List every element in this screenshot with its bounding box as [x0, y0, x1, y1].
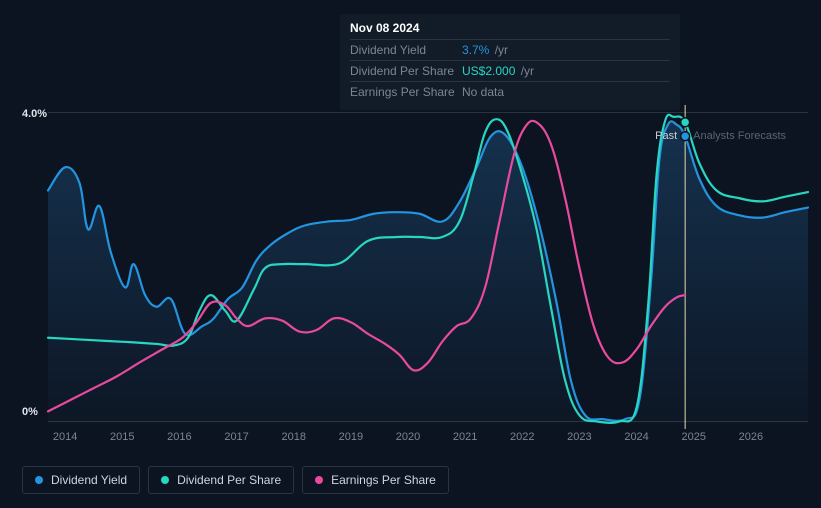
legend-dot-icon: [315, 476, 323, 484]
legend-item-label: Dividend Per Share: [177, 473, 281, 487]
era-forecast-label: Analysts Forecasts: [693, 130, 786, 142]
y-axis-min: 0%: [22, 406, 38, 418]
tooltip-row: Dividend Per ShareUS$2.000 /yr: [350, 60, 670, 81]
tooltip-row-label: Dividend Yield: [350, 43, 462, 57]
tooltip-row-label: Dividend Per Share: [350, 64, 462, 78]
tooltip-row-value: US$2.000 /yr: [462, 64, 534, 78]
x-tick: 2021: [453, 431, 477, 443]
x-tick: 2019: [339, 431, 363, 443]
legend-dot-icon: [35, 476, 43, 484]
x-tick: 2015: [110, 431, 134, 443]
x-tick: 2014: [53, 431, 77, 443]
chart-legend: Dividend Yield Dividend Per Share Earnings…: [22, 466, 449, 494]
x-tick: 2017: [224, 431, 248, 443]
x-tick: 2023: [567, 431, 591, 443]
x-tick: 2020: [396, 431, 420, 443]
chart-tooltip: Nov 08 2024 Dividend Yield3.7% /yrDivide…: [340, 14, 680, 110]
tooltip-date: Nov 08 2024: [350, 21, 670, 39]
x-tick: 2025: [681, 431, 705, 443]
x-axis: 2014 2015 2016 2017 2018 2019 2020 2021 2022 2023…: [48, 431, 808, 447]
tooltip-row-value: 3.7% /yr: [462, 43, 508, 57]
legend-item-dividend_yield[interactable]: Dividend Yield: [22, 466, 140, 494]
cursor-dot: [681, 132, 690, 141]
legend-item-label: Dividend Yield: [51, 473, 127, 487]
tooltip-row-value: No data: [462, 85, 504, 99]
tooltip-row-label: Earnings Per Share: [350, 85, 462, 99]
tooltip-row: Earnings Per ShareNo data: [350, 81, 670, 102]
cursor-dot: [681, 118, 690, 127]
plot-area[interactable]: Past Analysts Forecasts: [48, 112, 808, 422]
legend-item-label: Earnings Per Share: [331, 473, 436, 487]
era-past-label: Past: [655, 130, 677, 142]
tooltip-row: Dividend Yield3.7% /yr: [350, 39, 670, 60]
legend-item-earnings_per_share[interactable]: Earnings Per Share: [302, 466, 449, 494]
chart-svg: Past Analysts Forecasts: [48, 113, 808, 421]
x-tick: 2024: [624, 431, 648, 443]
x-tick: 2022: [510, 431, 534, 443]
x-tick: 2018: [281, 431, 305, 443]
legend-item-dividend_per_share[interactable]: Dividend Per Share: [148, 466, 294, 494]
x-tick: 2026: [739, 431, 763, 443]
y-axis-max: 4.0%: [22, 108, 47, 120]
legend-dot-icon: [161, 476, 169, 484]
dividend-chart: PastAnalysts Forecasts 4.0% 0% 201420152…: [0, 0, 821, 508]
x-tick: 2016: [167, 431, 191, 443]
